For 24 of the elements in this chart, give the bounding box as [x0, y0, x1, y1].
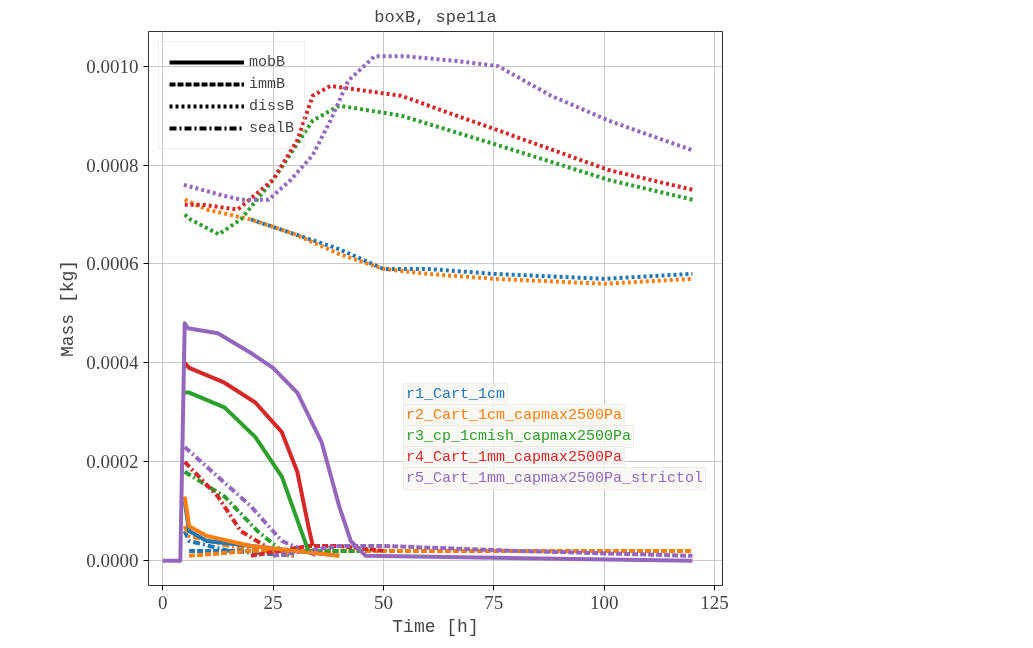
text: r2_Cart_1cm_capmax2500Pa: [406, 407, 623, 424]
x-tick-label: 0: [157, 591, 168, 613]
text: r5_Cart_1mm_capmax2500Pa_strictol: [406, 470, 704, 487]
y-tick-label: 0.0002: [86, 451, 139, 473]
x-tick-label: 75: [484, 591, 504, 613]
annotation: mobB: [249, 53, 286, 71]
y-tick-label: 0.0008: [86, 154, 139, 176]
y-tick-label: 0.0004: [86, 352, 139, 374]
y-tick-label: 0.0010: [86, 55, 139, 77]
annotation: dissB: [249, 97, 295, 115]
text: r4_Cart_1mm_capmax2500Pa: [406, 449, 623, 466]
annotation: immB: [249, 75, 286, 93]
x-axis-title: Time [h]: [392, 616, 479, 637]
annotation: sealB: [249, 119, 295, 137]
x-tick-label: 50: [373, 591, 393, 613]
text: r1_Cart_1cm: [406, 386, 506, 403]
y-tick-label: 0.0006: [86, 253, 139, 275]
chart-title: boxB, spe11a: [374, 7, 497, 27]
x-tick-label: 25: [263, 591, 283, 613]
x-tick-label: 100: [589, 591, 619, 613]
text: r3_cp_1cmish_capmax2500Pa: [406, 428, 632, 445]
y-tick-label: 0.0000: [86, 550, 139, 572]
x-tick-label: 125: [700, 591, 729, 613]
y-axis-title: Mass [kg]: [58, 259, 79, 358]
